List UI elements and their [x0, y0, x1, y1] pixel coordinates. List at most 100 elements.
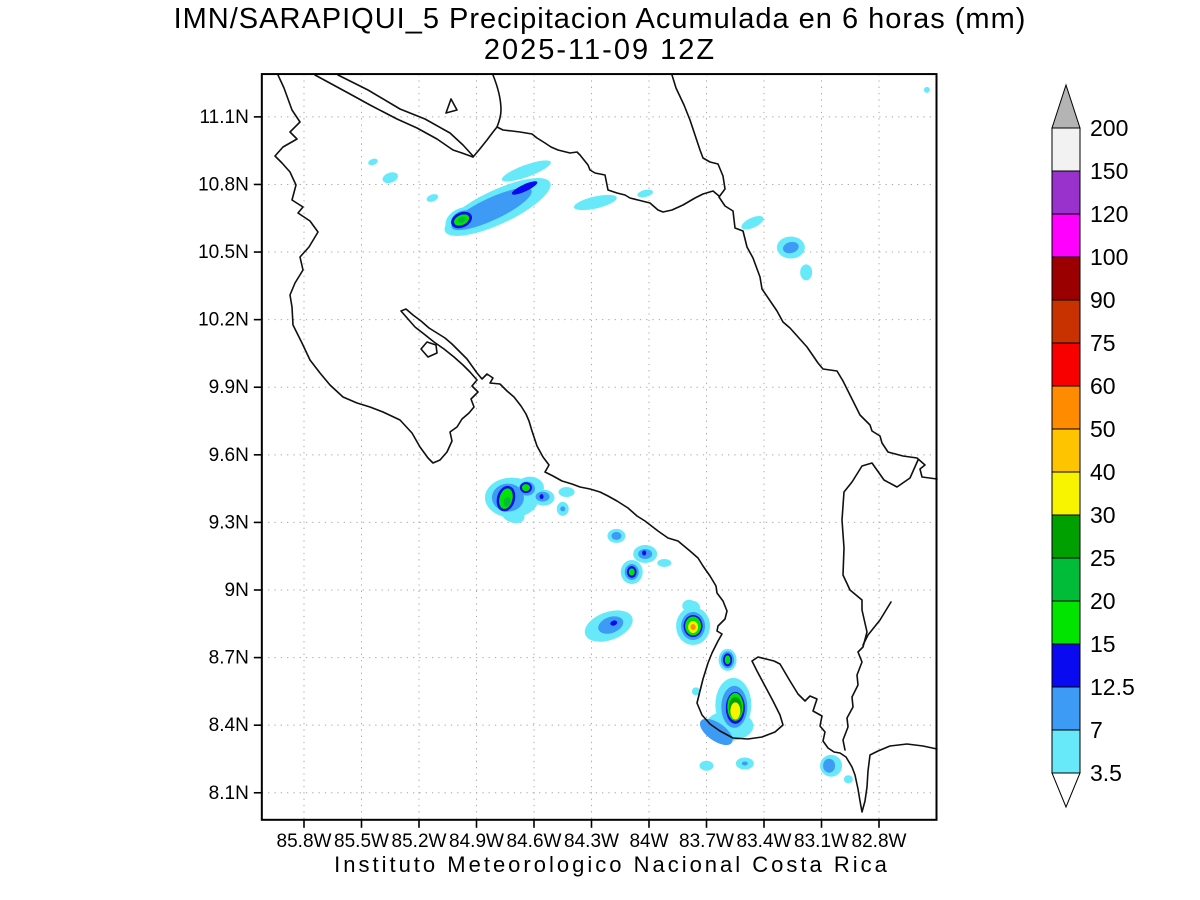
precip-cell-dash-sanjuan-1	[573, 194, 617, 211]
precip-cell-cluster-pacifico-central	[521, 484, 530, 492]
precip-cell-blob-general	[628, 568, 635, 576]
precip-cell-blob-caribe	[782, 241, 799, 254]
coastline-caribbean	[671, 74, 938, 480]
colorbar-level-label: 100	[1090, 244, 1128, 270]
colorbar-level-label: 200	[1090, 115, 1128, 141]
x-tick-label: 85.8W	[277, 831, 332, 852]
grid-group	[261, 74, 937, 820]
precip-cell-dot-sierpe-n	[682, 599, 697, 612]
x-tick-label: 82.8W	[852, 831, 907, 852]
colorbar-segment	[1051, 471, 1081, 516]
colorbar-segment	[1051, 729, 1081, 774]
precip-cell-dot-nw-2	[382, 172, 398, 184]
colorbar-segment	[1051, 686, 1081, 731]
precip-cell-blob-drake	[724, 655, 731, 665]
island-chira	[420, 341, 438, 358]
precip-cell-guanacaste-streak	[511, 181, 538, 195]
colorbar-top-arrow	[1051, 83, 1081, 129]
chart-title: IMN/SARAPIQUI_5 Precipitacion Acumulada …	[173, 3, 1027, 35]
precip-cell-dash-9-1n	[657, 558, 672, 567]
x-tick-label: 84.3W	[564, 831, 619, 852]
colorbar-level-label: 25	[1090, 545, 1116, 571]
panama-border	[841, 459, 919, 751]
footer-credit: Instituto Meteorologico Nacional Costa R…	[334, 852, 890, 877]
colorbar-level-label: 3.5	[1090, 760, 1122, 786]
precip-cell-dot-pc-east	[539, 494, 544, 500]
colorbar-level-label: 60	[1090, 373, 1116, 399]
y-tick-label: 8.1N	[209, 783, 249, 804]
precip-cell-dot-pc-se	[560, 506, 566, 512]
y-tick-label: 10.5N	[198, 242, 249, 263]
precip-cell-blob-osa-max	[730, 702, 741, 720]
y-tick-label: 10.2N	[198, 310, 249, 331]
y-tick-label: 9.6N	[209, 445, 249, 466]
precip-cell-dot-osa-s1	[699, 760, 714, 771]
x-tick-label: 84.6W	[507, 831, 562, 852]
chart-subtitle: 2025-11-09 12Z	[483, 34, 717, 66]
colorbar-bottom-arrow	[1051, 772, 1081, 809]
colorbar-segment	[1051, 514, 1081, 559]
precip-cell-dot-nw-3	[426, 194, 439, 202]
island-triangle	[445, 98, 458, 114]
precip-cell-dot-burica-se	[843, 775, 853, 784]
lake-nicaragua-shore-a	[337, 74, 474, 157]
x-tick-label: 83.1W	[794, 831, 849, 852]
colorbar-segment	[1051, 170, 1081, 215]
y-tick-label: 9N	[225, 580, 249, 601]
precip-cell-dot-caribe	[800, 264, 813, 281]
precip-cell-dot-nw-1	[368, 158, 378, 166]
precip-cell-dash-sanjuan-2	[637, 189, 654, 198]
precip-cell-guanacaste-streak-upper	[501, 160, 551, 182]
x-tick-label: 84.9W	[449, 831, 504, 852]
precip-cell-blob-osa-max	[699, 718, 733, 746]
colorbar-segment	[1051, 256, 1081, 301]
colorbar-level-label: 40	[1090, 459, 1116, 485]
y-tick-label: 11.1N	[200, 107, 249, 128]
colorbar-segment	[1051, 213, 1081, 258]
colorbar-level-label: 120	[1090, 201, 1128, 227]
y-tick-label: 8.4N	[209, 715, 249, 736]
precip-cell-dot-osa-w	[691, 687, 700, 696]
map-frame	[260, 73, 938, 821]
y-tick-label: 9.9N	[209, 377, 249, 398]
colorbar-level-label: 150	[1090, 158, 1128, 184]
colorbar-group: 200 150 120 100 90 75 60 50 40 30 25 20 15 12.5 7 3.5	[1051, 83, 1135, 809]
colorbar-level-label: 7	[1090, 717, 1103, 743]
colorbar-level-label: 12.5	[1090, 674, 1135, 700]
colorbar-level-label: 75	[1090, 330, 1116, 356]
colorbar-level-label: 90	[1090, 287, 1116, 313]
x-tick-label: 83.4W	[737, 831, 792, 852]
colorbar-level-label: 20	[1090, 588, 1116, 614]
colorbar-level-label: 50	[1090, 416, 1116, 442]
rio-san-juan-border	[496, 126, 720, 213]
colorbar-level-label: 30	[1090, 502, 1116, 528]
rio-san-juan-headland	[472, 74, 502, 158]
x-tick-label: 85.5W	[334, 831, 389, 852]
y-tick-label: 9.3N	[209, 512, 249, 533]
precip-cell-cluster-pacifico-central	[503, 496, 511, 507]
colorbar-level-label: 15	[1090, 631, 1116, 657]
lake-nicaragua-shore-b	[314, 74, 474, 158]
map-frame-group	[260, 73, 938, 821]
precip-cell-dot-osa-s2	[741, 761, 748, 766]
colorbar-segment	[1051, 299, 1081, 344]
panama-border-branch	[862, 601, 892, 646]
precip-cell-blob-dominical	[610, 620, 618, 626]
x-tick-label: 84W	[629, 831, 668, 852]
colorbar-segment	[1051, 385, 1081, 430]
coastline-group	[274, 74, 938, 813]
precip-cell-blob-sierpe	[690, 624, 696, 631]
precip-cell-blob-84w	[642, 550, 647, 556]
precip-cell-speck-ne-corner	[923, 86, 930, 93]
precip-cell-blob-burica	[823, 758, 836, 773]
x-tick-label: 83.7W	[679, 831, 734, 852]
colorbar-segment	[1051, 600, 1081, 645]
colorbar-segment	[1051, 342, 1081, 387]
y-tick-label: 10.8N	[198, 174, 249, 195]
precip-cell-guanacaste-streak	[457, 216, 466, 224]
precip-cell-dash-caribe	[741, 215, 764, 230]
x-tick-label: 85.2W	[392, 831, 447, 852]
precip-cell-dot-pc-far-east	[558, 486, 575, 497]
